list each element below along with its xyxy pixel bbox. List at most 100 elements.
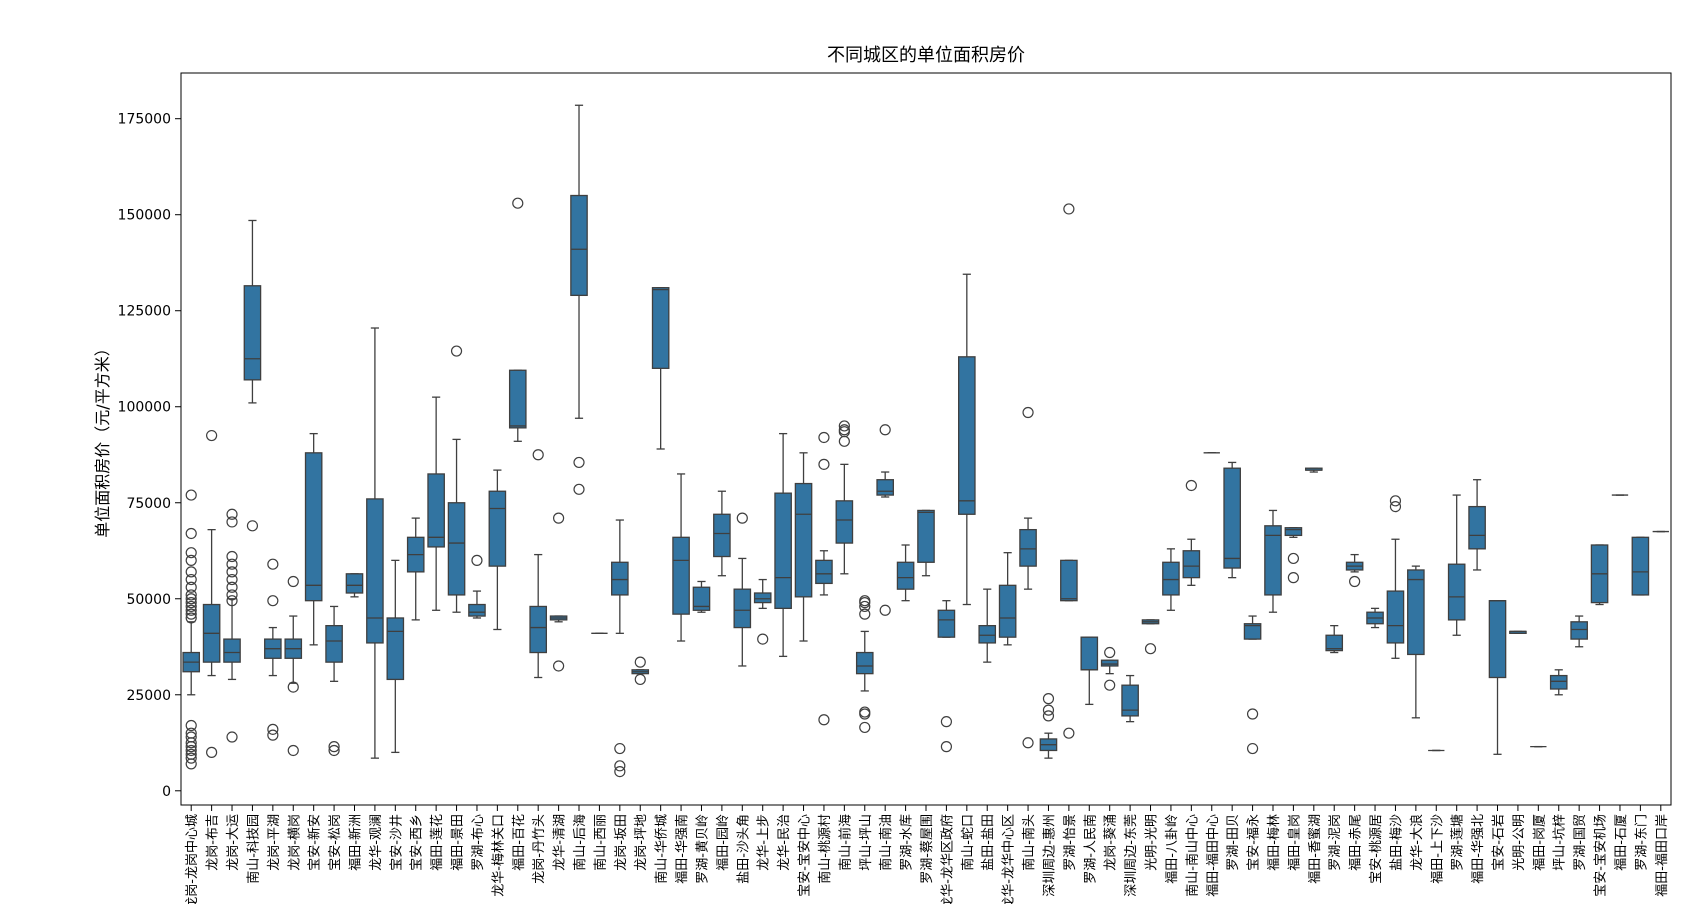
outlier [246, 520, 259, 532]
x-tick-label: 宝安-新安 [307, 814, 323, 871]
outlier [206, 746, 218, 758]
y-tick-label: 0 [162, 784, 171, 800]
box [1284, 527, 1303, 537]
x-tick-label: 宝安-松岗 [328, 814, 343, 871]
x-tick-label: 罗湖-怡景 [1063, 814, 1078, 871]
box [508, 369, 527, 429]
x-tick-label: 福田-上下沙 [1430, 814, 1445, 884]
box [1121, 684, 1139, 717]
y-tick-label: 175000 [118, 112, 171, 128]
x-tick-label: 福田-岗厦 [1532, 814, 1547, 871]
x-tick-label: 盐田-梅沙 [1389, 814, 1404, 871]
x-tick-label: 龙华-民治 [777, 814, 792, 871]
x-tick-label: 罗湖-黄贝岭 [695, 814, 710, 884]
box [733, 588, 752, 629]
x-tick-label: 南山-后海 [572, 814, 588, 871]
box [917, 509, 935, 563]
outlier [1246, 742, 1259, 755]
outlier [859, 706, 871, 718]
outlier [634, 673, 646, 686]
box [447, 502, 466, 596]
outlier [226, 550, 238, 563]
box [488, 490, 507, 567]
x-tick-label: 深圳周边-东莞 [1124, 814, 1139, 897]
y-tick-label: 50000 [126, 592, 171, 608]
x-tick-label: 福田-新洲 [347, 814, 363, 871]
outlier [185, 597, 197, 609]
box [304, 452, 323, 602]
x-tick-label: 福田-福田口岸 [1655, 814, 1670, 897]
outlier [1185, 479, 1197, 492]
x-tick-label: 宝安-西乡 [410, 814, 425, 871]
box [1386, 590, 1405, 644]
box [611, 561, 629, 596]
box [1162, 561, 1180, 596]
outlier [267, 558, 279, 570]
outlier [1022, 737, 1034, 749]
box [794, 482, 813, 598]
outlier [614, 765, 626, 778]
box [753, 592, 772, 604]
box [529, 605, 548, 654]
x-tick-label: 罗湖-布心 [471, 814, 486, 871]
x-tick-label: 福田-莲花 [429, 814, 445, 871]
box [835, 500, 854, 544]
box [1060, 559, 1078, 602]
outlier [328, 741, 340, 753]
x-tick-label: 宝安-宝安机场 [1594, 814, 1609, 897]
y-tick-label: 100000 [118, 400, 171, 416]
outlier [940, 716, 953, 728]
box [1407, 569, 1425, 656]
outlier [1287, 572, 1299, 584]
outlier [838, 420, 850, 432]
y-tick-label: 150000 [118, 208, 171, 224]
outlier [532, 449, 544, 461]
outlier [226, 581, 238, 593]
outlier [859, 600, 871, 613]
x-tick-label: 南山-前海 [837, 814, 853, 871]
outlier [185, 752, 197, 764]
x-tick-label: 福田-梅林 [1267, 814, 1282, 871]
outlier [328, 744, 340, 757]
x-tick-label: 光明-光明 [1145, 814, 1160, 871]
box [366, 498, 384, 644]
x-tick-label: 宝安-石岩 [1492, 814, 1507, 871]
outlier [185, 727, 197, 739]
outlier [614, 742, 626, 755]
outlier [185, 608, 197, 620]
outlier [185, 612, 197, 624]
y-tick-label: 75000 [126, 496, 171, 512]
outlier [226, 589, 238, 601]
x-tick-label: 罗湖-田贝 [1226, 814, 1241, 871]
x-tick-label: 宝安-福永 [1247, 814, 1262, 871]
box [1488, 600, 1507, 679]
outlier [1246, 708, 1259, 720]
outlier [185, 581, 197, 593]
box [1243, 623, 1262, 640]
outlier [553, 660, 565, 672]
x-tick-label: 龙华-上步 [757, 814, 772, 871]
outlier [818, 431, 830, 444]
outlier [818, 714, 830, 726]
box [998, 584, 1017, 638]
x-tick-label: 福田-百花 [511, 814, 527, 871]
x-tick-label: 福田-华强北 [1471, 814, 1486, 884]
box [815, 559, 833, 585]
x-tick-label: 盐田-盐田 [981, 814, 996, 871]
x-tick-label: 南山-南山中心 [1184, 814, 1200, 897]
box [1468, 505, 1486, 550]
x-tick-label: 罗湖-水库 [899, 814, 915, 871]
outlier [757, 633, 769, 645]
box [713, 513, 731, 558]
x-tick-label: 南山-蛇口 [960, 814, 976, 871]
box [1447, 563, 1466, 621]
outlier [185, 719, 197, 732]
x-tick-label: 福田-石厦 [1614, 814, 1629, 871]
box [1631, 536, 1650, 596]
outlier [226, 516, 238, 528]
box [345, 573, 364, 594]
box [855, 651, 874, 675]
outlier [267, 723, 279, 735]
box [386, 617, 405, 681]
